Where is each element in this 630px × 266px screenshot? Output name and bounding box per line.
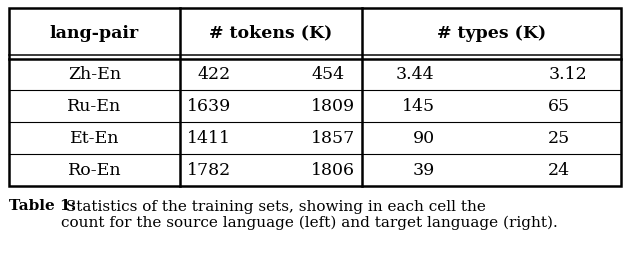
Text: 145: 145	[401, 98, 435, 115]
Text: 3.44: 3.44	[396, 66, 435, 83]
Text: Statistics of the training sets, showing in each cell the
count for the source l: Statistics of the training sets, showing…	[61, 200, 558, 230]
Text: # tokens (K): # tokens (K)	[209, 25, 333, 42]
Text: 454: 454	[311, 66, 344, 83]
Text: 1857: 1857	[311, 130, 355, 147]
Text: 39: 39	[412, 162, 435, 179]
Text: 1806: 1806	[311, 162, 355, 179]
Text: Ru-En: Ru-En	[67, 98, 122, 115]
Text: 25: 25	[548, 130, 571, 147]
Text: 90: 90	[413, 130, 435, 147]
Text: 65: 65	[548, 98, 570, 115]
Bar	[9, 8, 621, 186]
Text: 1782: 1782	[186, 162, 231, 179]
Text: 1411: 1411	[186, 130, 231, 147]
Text: Zh-En: Zh-En	[68, 66, 121, 83]
Text: Et-En: Et-En	[70, 130, 119, 147]
Text: # types (K): # types (K)	[437, 25, 546, 42]
Text: Ro-En: Ro-En	[67, 162, 122, 179]
Text: 24: 24	[548, 162, 570, 179]
Text: 1639: 1639	[186, 98, 231, 115]
Text: Table 1:: Table 1:	[9, 200, 77, 214]
Text: 1809: 1809	[311, 98, 355, 115]
Text: 3.12: 3.12	[548, 66, 587, 83]
Text: 422: 422	[197, 66, 231, 83]
Text: lang-pair: lang-pair	[50, 25, 139, 42]
